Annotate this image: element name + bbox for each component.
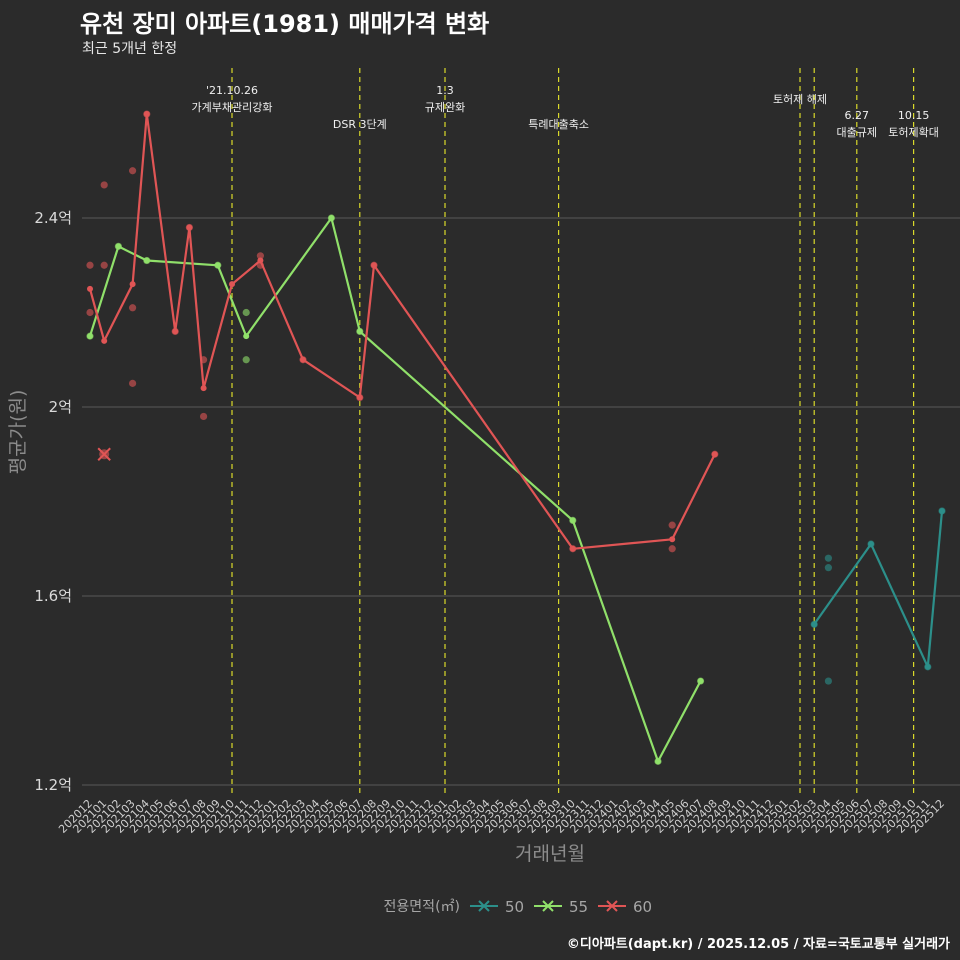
event-label: 1.3 [436, 84, 454, 97]
event-label: 10.15 [898, 109, 930, 122]
line-point-50 [868, 541, 874, 548]
line-point-60 [101, 337, 108, 344]
chart-subtitle: 최근 5개년 한정 [82, 41, 178, 57]
line-point-55 [356, 328, 363, 335]
line-point-60 [356, 394, 363, 401]
line-point-60 [143, 111, 150, 118]
legend-label-50: 50 [505, 898, 524, 916]
data-point-60 [668, 545, 676, 553]
data-point-60 [86, 261, 94, 269]
series-line-60 [88, 112, 716, 550]
source-caption: ©디아파트(dapt.kr) / 2025.12.05 / 자료=국토교통부 실… [566, 937, 950, 952]
line-point-50 [811, 621, 818, 628]
y-tick-label: 1.6억 [34, 587, 72, 605]
event-label: 토허제확대 [888, 126, 939, 139]
line-point-55 [697, 678, 704, 685]
legend-marker-60 [606, 900, 618, 912]
series-line-55 [88, 216, 702, 763]
event-label: DSR 3단계 [333, 118, 387, 131]
y-tick-label: 2.4억 [34, 209, 72, 227]
event-label: 가계부채관리강화 [192, 101, 273, 114]
data-point-60 [200, 412, 208, 421]
line-point-55 [115, 243, 122, 250]
event-label: '21.10.26 [206, 84, 258, 97]
line-point-55 [87, 333, 93, 340]
line-point-60 [300, 356, 306, 363]
line-point-55 [143, 257, 150, 264]
line-point-60 [87, 285, 93, 292]
series-line-50 [813, 510, 944, 669]
cross-marker-60 [97, 447, 111, 461]
line-point-50 [939, 507, 945, 514]
line-point-50 [924, 663, 931, 670]
data-point-60 [86, 308, 94, 317]
event-label: 대출규제 [837, 126, 877, 139]
line-point-60 [229, 281, 235, 288]
line-point-55 [569, 517, 576, 524]
event-label: 6.27 [845, 109, 870, 122]
legend-label-55: 55 [569, 898, 588, 916]
data-point-50 [824, 554, 833, 562]
line-point-60 [172, 328, 179, 335]
data-point-60 [129, 167, 137, 175]
data-point-50 [824, 677, 833, 685]
data-point-60 [129, 304, 137, 312]
y-tick-label: 2억 [49, 398, 72, 416]
chart-title: 유천 장미 아파트(1981) 매매가격 변화 [80, 10, 490, 38]
line-point-60 [371, 262, 377, 269]
legend-title: 전용면적(㎡) [384, 899, 460, 915]
data-point-60 [256, 252, 264, 260]
legend-marker-50 [478, 900, 490, 912]
event-label: 특례대출축소 [528, 118, 589, 131]
line-point-55 [214, 262, 221, 269]
line-point-55 [328, 215, 335, 221]
data-point-60 [100, 181, 108, 189]
data-point-55 [242, 356, 250, 364]
line-point-60 [186, 224, 193, 231]
data-point-60 [129, 379, 137, 387]
data-point-50 [824, 564, 833, 572]
y-axis-title: 평균가(원) [7, 390, 29, 475]
line-point-60 [569, 545, 576, 552]
data-point-60 [668, 521, 676, 529]
event-label: 규제완화 [425, 101, 465, 114]
event-label: 토허제 해제 [773, 92, 827, 106]
data-point-60 [100, 261, 108, 269]
line-point-60 [669, 536, 676, 543]
line-point-60 [711, 451, 718, 458]
legend-marker-55 [542, 900, 554, 912]
line-point-60 [257, 257, 264, 264]
x-axis-title: 거래년월 [515, 843, 585, 865]
y-tick-label: 1.2억 [34, 776, 72, 794]
line-point-55 [655, 758, 661, 765]
line-point-60 [200, 385, 207, 392]
line-point-60 [129, 281, 136, 288]
data-point-55 [242, 308, 250, 317]
legend-label-60: 60 [633, 898, 652, 916]
line-point-55 [243, 333, 250, 340]
